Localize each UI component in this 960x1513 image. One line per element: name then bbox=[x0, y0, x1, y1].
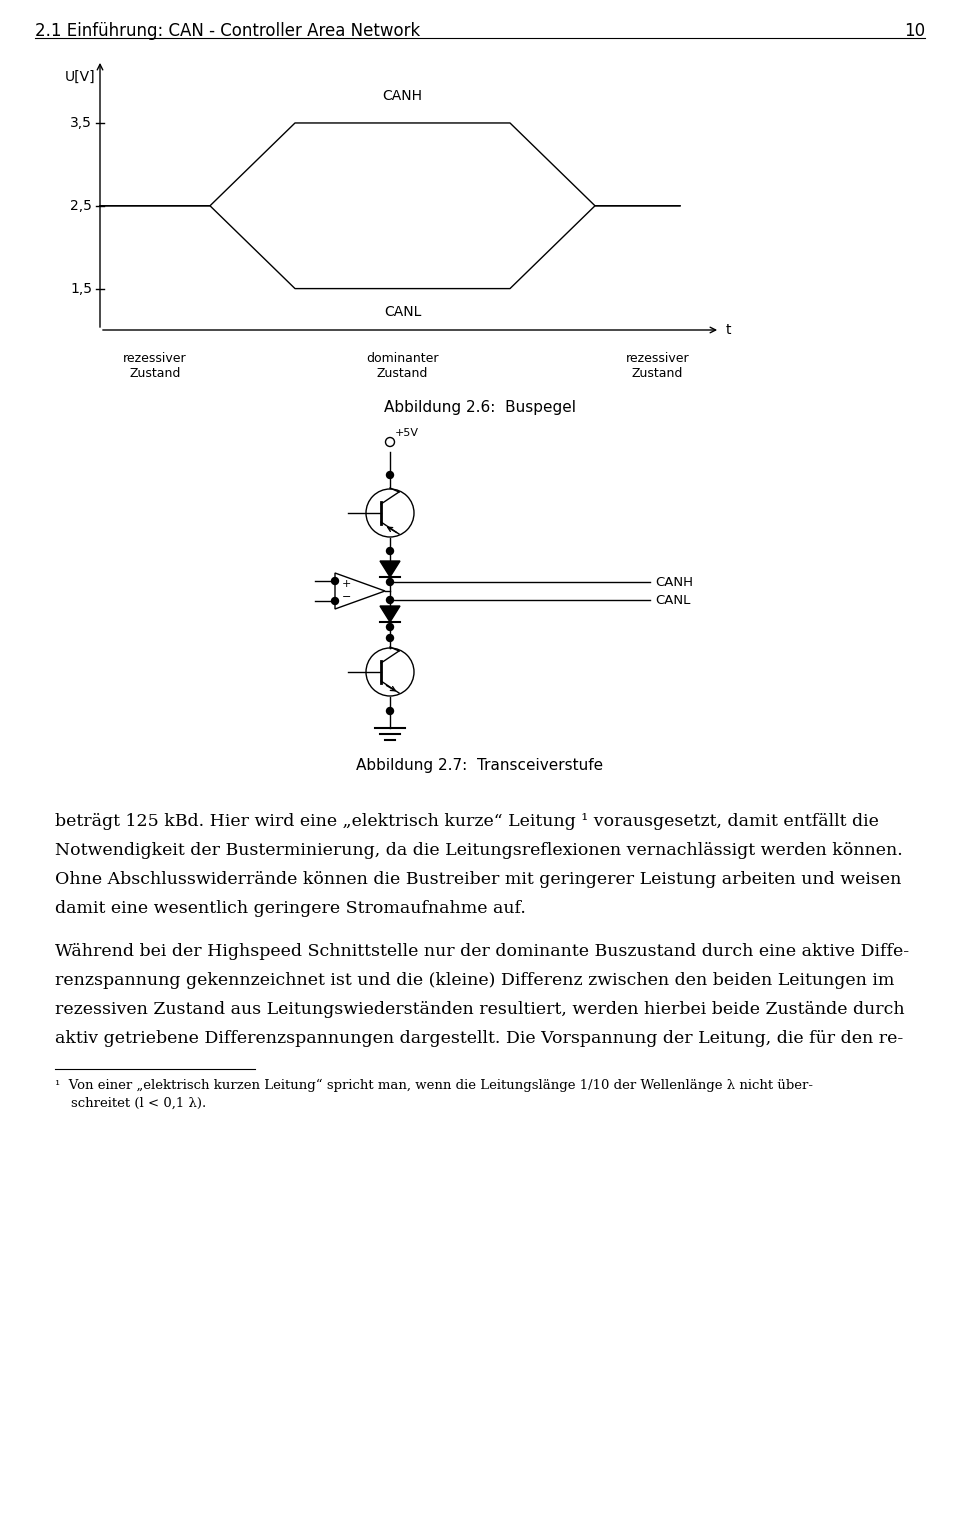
Circle shape bbox=[387, 578, 394, 586]
Polygon shape bbox=[380, 561, 400, 576]
Text: 1,5: 1,5 bbox=[70, 281, 92, 295]
Text: damit eine wesentlich geringere Stromaufnahme auf.: damit eine wesentlich geringere Stromauf… bbox=[55, 900, 526, 917]
Text: Ohne Abschlusswiderrände können die Bustreiber mit geringerer Leistung arbeiten : Ohne Abschlusswiderrände können die Bust… bbox=[55, 871, 901, 888]
Text: aktiv getriebene Differenzspannungen dargestellt. Die Vorspannung der Leitung, d: aktiv getriebene Differenzspannungen dar… bbox=[55, 1030, 903, 1047]
Text: +: + bbox=[342, 579, 351, 589]
Circle shape bbox=[331, 598, 339, 605]
Text: t: t bbox=[725, 322, 731, 337]
Text: rezessiver: rezessiver bbox=[626, 353, 689, 365]
Text: Abbildung 2.6:  Buspegel: Abbildung 2.6: Buspegel bbox=[384, 399, 576, 415]
Circle shape bbox=[387, 634, 394, 642]
Circle shape bbox=[387, 708, 394, 714]
Text: CANL: CANL bbox=[655, 593, 690, 607]
Text: 2.1 Einführung: CAN - Controller Area Network: 2.1 Einführung: CAN - Controller Area Ne… bbox=[35, 23, 420, 39]
Polygon shape bbox=[380, 607, 400, 622]
Text: CANH: CANH bbox=[382, 89, 422, 103]
Text: Zustand: Zustand bbox=[377, 368, 428, 380]
Circle shape bbox=[387, 548, 394, 554]
Circle shape bbox=[387, 596, 394, 604]
Text: ¹  Von einer „elektrisch kurzen Leitung“ spricht man, wenn die Leitungslänge 1/1: ¹ Von einer „elektrisch kurzen Leitung“ … bbox=[55, 1079, 813, 1092]
Text: Abbildung 2.7:  Transceiverstufe: Abbildung 2.7: Transceiverstufe bbox=[356, 758, 604, 773]
Text: rezessiven Zustand aus Leitungswiederständen resultiert, werden hierbei beide Zu: rezessiven Zustand aus Leitungswiederstä… bbox=[55, 1002, 904, 1018]
Text: schreitet (l < 0,1 λ).: schreitet (l < 0,1 λ). bbox=[71, 1097, 206, 1111]
Circle shape bbox=[331, 578, 339, 584]
Text: Notwendigkeit der Busterminierung, da die Leitungsreflexionen vernachlässigt wer: Notwendigkeit der Busterminierung, da di… bbox=[55, 843, 902, 859]
Text: CANH: CANH bbox=[655, 575, 693, 589]
Text: Während bei der Highspeed Schnittstelle nur der dominante Buszustand durch eine : Während bei der Highspeed Schnittstelle … bbox=[55, 943, 909, 961]
Text: renzspannung gekennzeichnet ist und die (kleine) Differenz zwischen den beiden L: renzspannung gekennzeichnet ist und die … bbox=[55, 971, 895, 990]
Text: Zustand: Zustand bbox=[632, 368, 684, 380]
Text: beträgt 125 kBd. Hier wird eine „elektrisch kurze“ Leitung ¹ vorausgesetzt, dami: beträgt 125 kBd. Hier wird eine „elektri… bbox=[55, 812, 878, 831]
Text: −: − bbox=[342, 592, 351, 602]
Text: 2,5: 2,5 bbox=[70, 198, 92, 213]
Text: U[V]: U[V] bbox=[64, 70, 95, 85]
Text: dominanter: dominanter bbox=[367, 353, 439, 365]
Circle shape bbox=[387, 472, 394, 478]
Text: Zustand: Zustand bbox=[130, 368, 180, 380]
Text: +5V: +5V bbox=[395, 428, 419, 437]
Text: 3,5: 3,5 bbox=[70, 117, 92, 130]
Text: 10: 10 bbox=[904, 23, 925, 39]
Text: rezessiver: rezessiver bbox=[123, 353, 187, 365]
Text: CANL: CANL bbox=[384, 304, 421, 319]
Circle shape bbox=[387, 623, 394, 631]
